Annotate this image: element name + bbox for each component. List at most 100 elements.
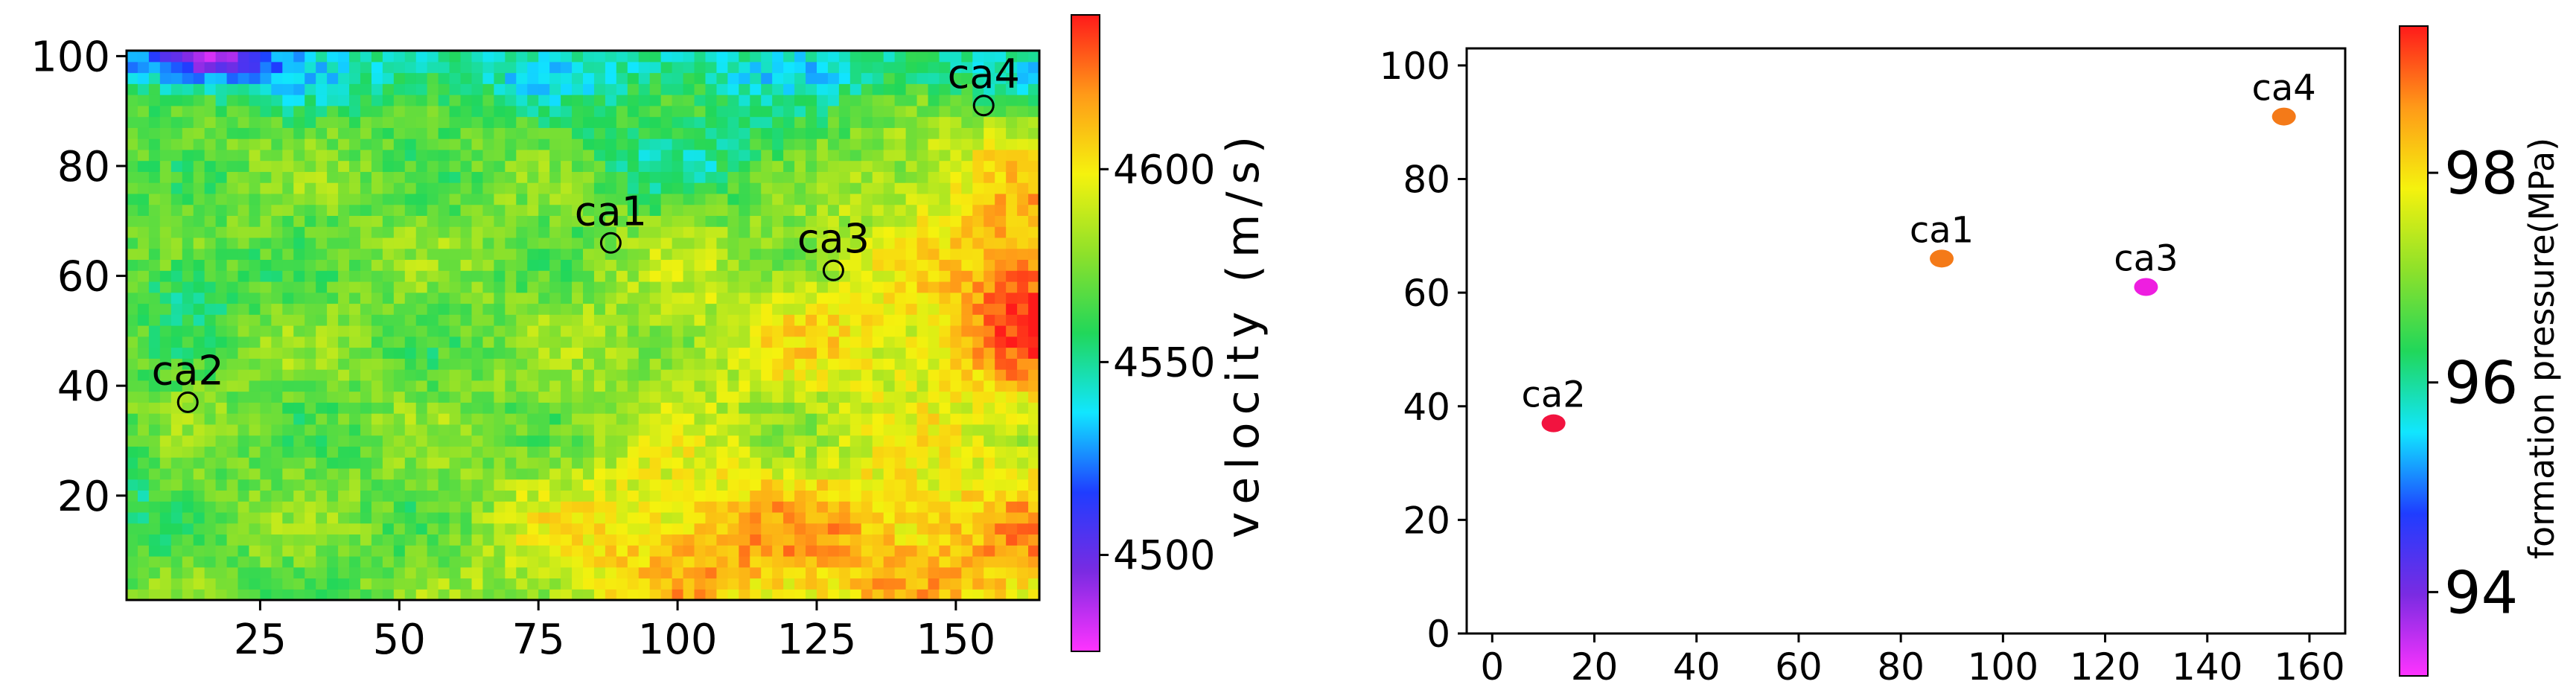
heatmap-cell xyxy=(683,358,695,370)
heatmap-cell xyxy=(727,72,739,84)
heatmap-cell xyxy=(137,149,150,162)
heatmap-cell xyxy=(505,336,517,348)
heatmap-cell xyxy=(861,511,873,524)
heatmap-cell xyxy=(137,479,150,491)
heatmap-cell xyxy=(739,545,750,557)
heatmap-cell xyxy=(916,325,929,337)
heatmap-cell xyxy=(827,105,840,118)
heatmap-cell xyxy=(338,555,350,568)
heatmap-cell xyxy=(750,51,762,63)
heatmap-cell xyxy=(638,380,651,392)
heatmap-cell xyxy=(271,501,283,513)
heatmap-cell xyxy=(338,292,350,304)
heatmap-cell xyxy=(827,314,840,326)
heatmap-cell xyxy=(861,72,873,84)
heatmap-cell xyxy=(159,523,172,535)
heatmap-cell xyxy=(305,51,316,63)
heatmap-cell xyxy=(561,95,573,106)
heatmap-cell xyxy=(505,226,517,238)
heatmap-cell xyxy=(527,61,539,74)
heatmap-cell xyxy=(282,467,294,480)
heatmap-cell xyxy=(983,215,995,227)
heatmap-cell xyxy=(683,105,695,118)
heatmap-cell xyxy=(204,248,217,261)
heatmap-cell xyxy=(849,226,862,238)
heatmap-cell xyxy=(482,83,494,95)
heatmap-cell xyxy=(193,51,205,63)
heatmap-cell xyxy=(794,61,806,74)
heatmap-cell xyxy=(660,369,673,381)
heatmap-cell xyxy=(972,303,984,315)
heatmap-cell xyxy=(170,589,183,600)
heatmap-cell xyxy=(660,292,673,304)
heatmap-cell xyxy=(494,193,506,205)
heatmap-cell xyxy=(739,336,750,348)
heatmap-cell xyxy=(170,380,183,392)
heatmap-cell xyxy=(282,314,294,326)
heatmap-cell xyxy=(727,51,739,63)
heatmap-cell xyxy=(449,545,462,557)
heatmap-cell xyxy=(226,149,239,162)
heatmap-cell xyxy=(694,95,707,106)
heatmap-cell xyxy=(772,204,784,216)
heatmap-cell xyxy=(449,501,462,513)
heatmap-cell xyxy=(360,523,372,535)
heatmap-cell xyxy=(806,490,817,502)
heatmap-cell xyxy=(883,578,896,590)
heatmap-cell xyxy=(182,369,194,381)
heatmap-cell xyxy=(783,226,795,238)
heatmap-cell xyxy=(849,204,862,216)
heatmap-cell xyxy=(449,270,462,282)
heatmap-cell xyxy=(127,402,138,414)
heatmap-cell xyxy=(549,380,561,392)
heatmap-cell xyxy=(627,467,640,480)
heatmap-cell xyxy=(293,182,305,194)
heatmap-cell xyxy=(505,259,517,271)
heatmap-cell xyxy=(727,589,739,600)
well-marker-ca4 xyxy=(972,95,995,117)
heatmap-cell xyxy=(549,446,561,458)
heatmap-cell xyxy=(794,467,806,480)
heatmap-cell xyxy=(193,149,205,162)
heatmap-cell xyxy=(182,446,194,458)
heatmap-cell xyxy=(995,511,1007,524)
heatmap-cell xyxy=(260,303,272,315)
heatmap-cell xyxy=(660,314,673,326)
heatmap-cell xyxy=(961,193,973,205)
heatmap-cell xyxy=(316,555,328,568)
heatmap-cell xyxy=(249,413,261,425)
heatmap-cell xyxy=(806,160,817,172)
heatmap-cell xyxy=(193,116,205,128)
heatmap-cell xyxy=(772,292,784,304)
heatmap-cell xyxy=(883,127,896,139)
heatmap-cell xyxy=(494,160,506,172)
heatmap-cell xyxy=(928,138,940,150)
heatmap-cell xyxy=(382,369,395,381)
heatmap-cell xyxy=(761,182,773,194)
heatmap-cell xyxy=(861,160,873,172)
heatmap-cell xyxy=(249,204,261,216)
heatmap-cell xyxy=(616,61,628,74)
heatmap-cell xyxy=(237,566,250,579)
heatmap-cell xyxy=(1017,105,1029,118)
heatmap-cell xyxy=(916,336,929,348)
heatmap-cell xyxy=(1028,226,1039,238)
heatmap-cell xyxy=(627,182,640,194)
heatmap-cell xyxy=(137,160,150,172)
heatmap-cell xyxy=(928,369,940,381)
heatmap-cell xyxy=(538,479,550,491)
heatmap-cell xyxy=(816,61,829,74)
heatmap-cell xyxy=(872,501,884,513)
heatmap-cell xyxy=(816,127,829,139)
heatmap-cell xyxy=(260,446,272,458)
heatmap-cell xyxy=(1006,83,1018,95)
heatmap-cell xyxy=(148,204,161,216)
heatmap-cell xyxy=(572,446,584,458)
heatmap-cell xyxy=(761,325,773,337)
heatmap-cell xyxy=(983,303,995,315)
heatmap-cell xyxy=(360,51,372,63)
heatmap-cell xyxy=(1028,336,1039,348)
heatmap-cell xyxy=(505,578,517,590)
